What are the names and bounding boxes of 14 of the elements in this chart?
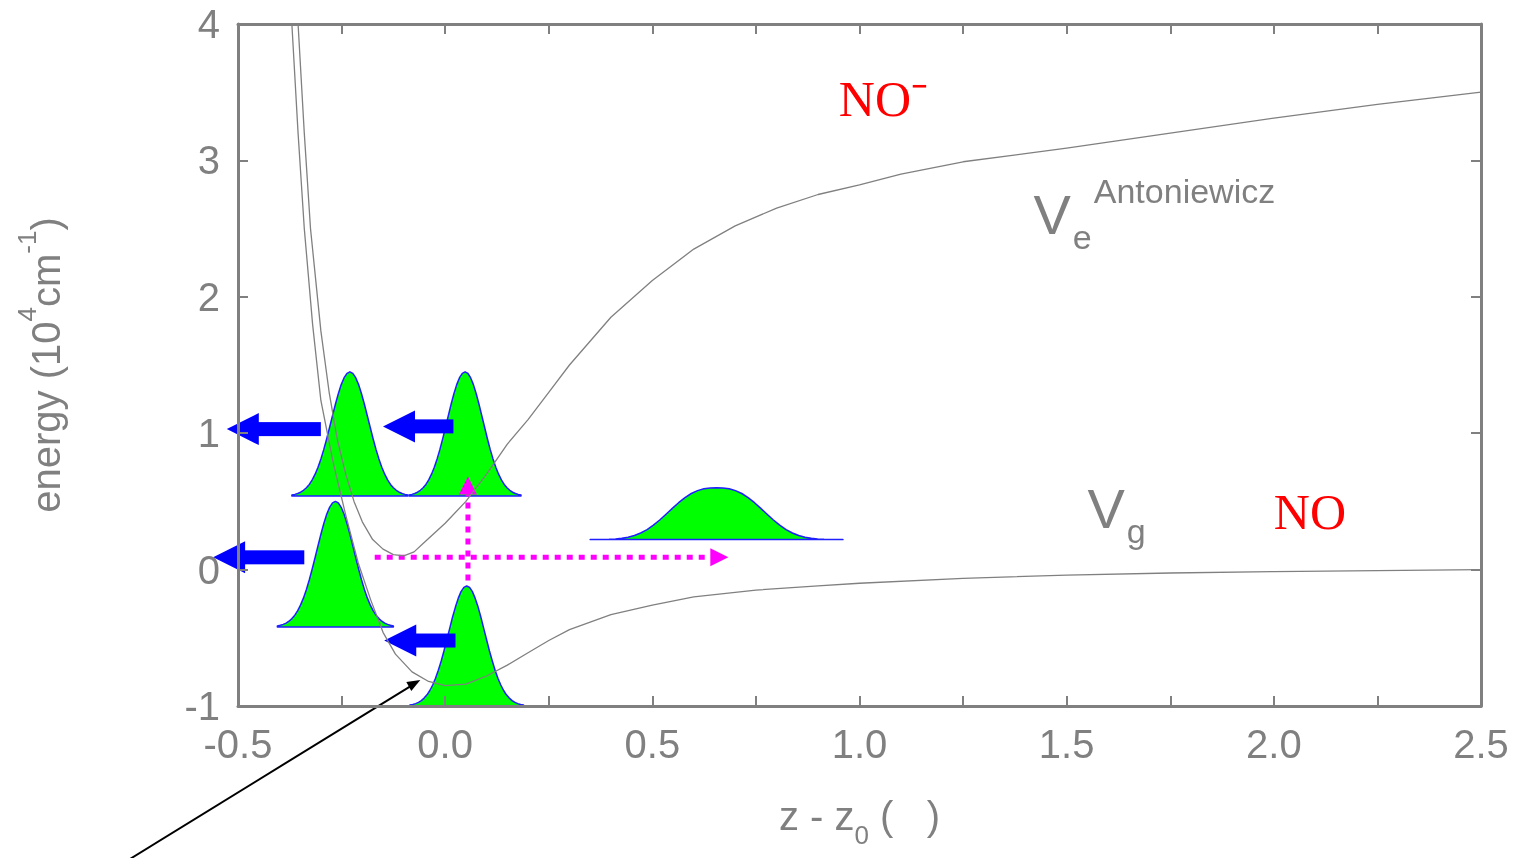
x-tick-label: 0.0 (417, 722, 473, 766)
y-tick-label: 0 (197, 547, 220, 592)
annotation: NO⁻ (838, 71, 928, 128)
y-tick-label: 4 (197, 2, 220, 46)
x-tick-label: 2.5 (1453, 722, 1509, 766)
x-tick-label: 1.0 (831, 722, 888, 766)
y-tick-label: 1 (197, 411, 220, 456)
annotation: NO (1273, 484, 1347, 541)
x-tick-label: 1.5 (1038, 722, 1095, 766)
x-tick-label: 2.0 (1246, 722, 1302, 766)
x-tick-label: 0.5 (624, 722, 681, 766)
y-tick-label: 2 (197, 274, 220, 319)
y-tick-label: 3 (197, 138, 220, 183)
y-axis-title: energy (104cm-1) (12, 217, 68, 513)
